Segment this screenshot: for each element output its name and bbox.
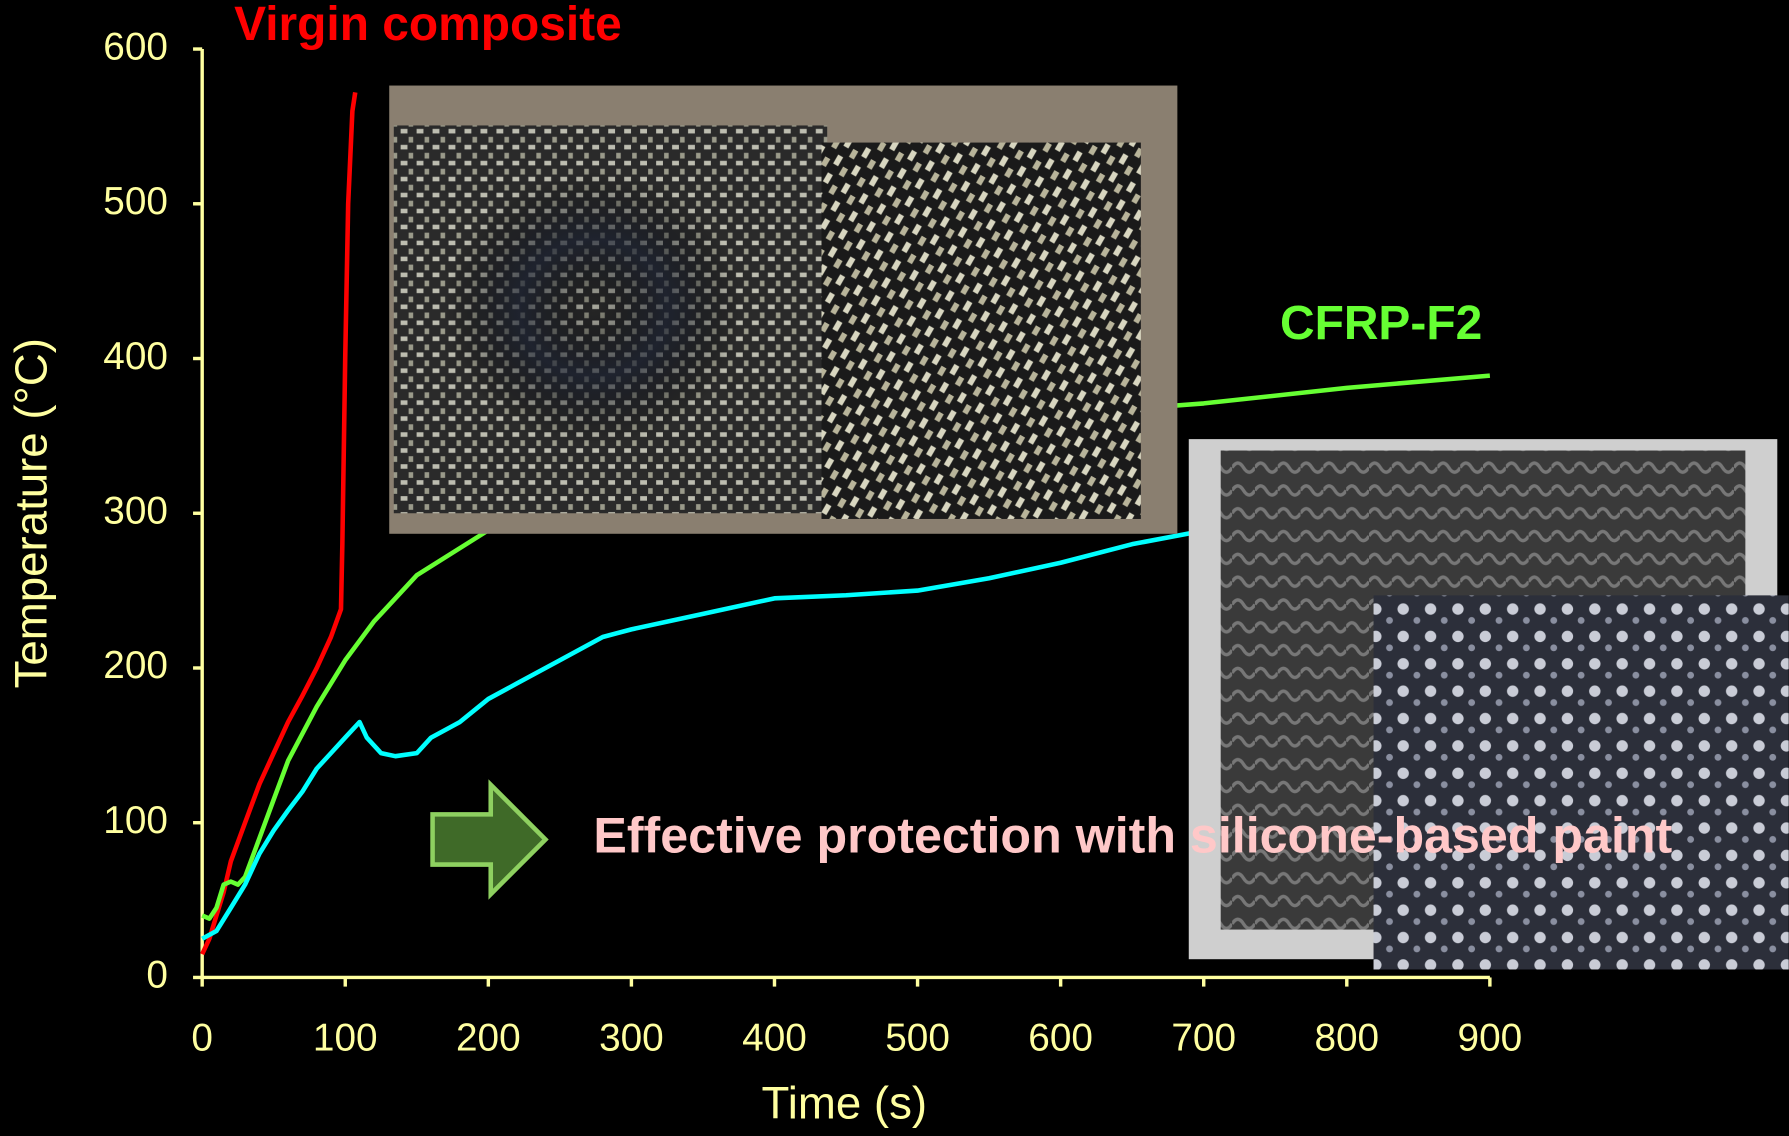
y-tick-label: 600 xyxy=(103,25,168,68)
photo-burn xyxy=(445,171,742,445)
x-tick-label: 700 xyxy=(1171,1016,1236,1059)
y-tick-label: 200 xyxy=(103,644,168,687)
x-tick-label: 200 xyxy=(456,1016,521,1059)
y-tick-label: 100 xyxy=(103,799,168,842)
series-label: CFRP-F2 xyxy=(1280,297,1482,350)
x-tick-label: 400 xyxy=(742,1016,807,1059)
y-tick-label: 500 xyxy=(103,180,168,223)
x-tick-label: 800 xyxy=(1314,1016,1379,1059)
x-axis-title: Time (s) xyxy=(762,1077,928,1128)
page: 0 100 200 300 400 500 600 0 100 200 300 400 500 600 70… xyxy=(0,0,1789,1136)
y-tick-label: 400 xyxy=(103,335,168,378)
annotation: Effective protection with silicone-based… xyxy=(593,808,1672,864)
y-axis-title: Temperature (°C) xyxy=(6,338,57,688)
x-tick-label: 900 xyxy=(1458,1016,1523,1059)
y-tick-label: 0 xyxy=(146,954,168,997)
x-tick-label: 500 xyxy=(885,1016,950,1059)
x-tick-label: 300 xyxy=(599,1016,664,1059)
x-tick-label: 0 xyxy=(191,1016,213,1059)
arrow xyxy=(433,785,546,894)
chart: 0 100 200 300 400 500 600 0 100 200 300 400 500 600 70… xyxy=(0,0,1789,1136)
y-tick-label: 300 xyxy=(103,489,168,532)
x-tick-label: 100 xyxy=(313,1016,378,1059)
series-label: Virgin composite xyxy=(234,0,622,51)
photo-ash xyxy=(1374,595,1789,969)
x-tick-label: 600 xyxy=(1028,1016,1093,1059)
photo-weave xyxy=(822,143,1141,519)
